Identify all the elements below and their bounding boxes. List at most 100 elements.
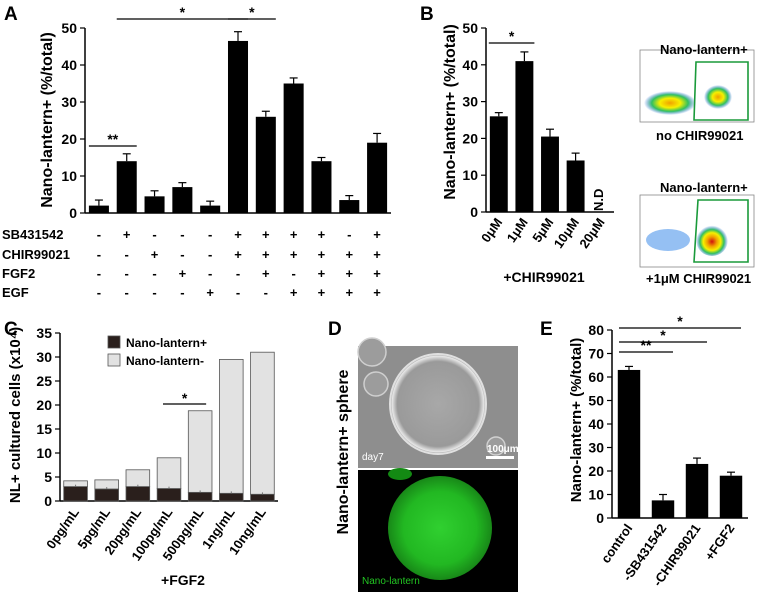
- panel-a-condition-sign: +: [262, 247, 270, 262]
- panel-a-condition-sign: -: [236, 285, 240, 300]
- panel-a-condition-sign: +: [262, 266, 270, 281]
- panel-e-bar: [719, 475, 743, 518]
- panel-letter-b: B: [420, 4, 434, 25]
- panel-c-bar-negative: [156, 457, 182, 489]
- panel-e-y-tick-label: 40: [588, 416, 604, 432]
- panel-e-y-tick-label: 60: [588, 369, 604, 385]
- panel-c-legend-label: Nano-lantern-: [126, 354, 204, 368]
- panel-a-condition-sign: +: [234, 247, 242, 262]
- panel-c-y-tick-label: 0: [44, 493, 52, 509]
- panel-a-condition-sign: -: [97, 247, 101, 262]
- panel-a-condition-sign: +: [318, 247, 326, 262]
- flow-plot-bottom: Nano-lantern+ +1μM CHIR99021: [639, 180, 755, 286]
- panel-c-chart: NL+ cultured cells (x10⁴) +FGF2 0 5 10 15 20…: [7, 325, 278, 588]
- panel-c-y-tick-label: 35: [36, 325, 52, 341]
- panel-b-y-tick-label: 40: [462, 57, 478, 73]
- panel-a-bar: [116, 161, 137, 213]
- scale-bar: [486, 456, 514, 459]
- panel-e-significance-label: *: [660, 327, 666, 343]
- panel-e-bar: [617, 369, 641, 518]
- panel-e-y-tick-label: 30: [588, 440, 604, 456]
- flow-top-caption: no CHIR99021: [656, 128, 743, 143]
- panel-c-y-tick-label: 10: [36, 445, 52, 461]
- flow-gate-bottom: [693, 199, 749, 263]
- panel-c-legend-swatch: [107, 353, 121, 367]
- panel-a-significance-label: **: [107, 131, 118, 147]
- panel-c-y-tick-label: 25: [36, 373, 52, 389]
- panel-a-condition-label: SB431542: [2, 227, 63, 242]
- panel-e-y-tick-label: 10: [588, 487, 604, 503]
- panel-c-bar-positive: [187, 491, 213, 502]
- panel-c-y-tick-label: 5: [44, 469, 52, 485]
- flow-bottom-caption: +1μM CHIR99021: [646, 271, 751, 286]
- panel-a-condition-sign: +: [123, 227, 131, 242]
- panel-letter-e: E: [540, 319, 553, 340]
- panel-a-condition-sign: -: [125, 266, 129, 281]
- panel-e-x-tick-label: +FGF2: [702, 521, 738, 563]
- panel-c-bar-negative: [187, 410, 213, 493]
- panel-letter-c: C: [4, 319, 18, 340]
- panel-c-y-tick-label: 30: [36, 349, 52, 365]
- panel-a-bar: [88, 205, 109, 213]
- panel-b-ylabel: Nano-lantern+ (%/total): [442, 24, 459, 200]
- panel-a-bar: [339, 200, 360, 213]
- panel-a-condition-label: CHIR99021: [2, 247, 70, 262]
- panel-a-condition-sign: -: [125, 285, 129, 300]
- panel-b-y-tick-label: 30: [462, 94, 478, 110]
- panel-a-condition-sign: -: [125, 247, 129, 262]
- scale-bar-label: 100μm: [487, 444, 519, 455]
- panel-e-ylabel: Nano-lantern+ (%/total): [568, 338, 585, 503]
- panel-b-x-tick-label: 1μM: [504, 215, 531, 245]
- panel-c-bar-positive: [219, 492, 244, 502]
- panel-b-y-tick-label: 10: [462, 167, 478, 183]
- panel-b-y-tick-label: 20: [462, 130, 478, 146]
- panel-a-condition-sign: -: [180, 285, 184, 300]
- panel-a-bar: [367, 142, 388, 213]
- panel-a-condition-sign: +: [373, 247, 381, 262]
- panel-a-bar: [172, 187, 193, 213]
- panel-c-bar-positive: [250, 493, 275, 502]
- panel-a-condition-sign: +: [373, 227, 381, 242]
- panel-a-condition-sign: +: [290, 285, 298, 300]
- panel-b-x-tick-label: 10μM: [551, 215, 582, 251]
- panel-a-bar: [255, 116, 276, 213]
- panel-c-bar-positive: [125, 486, 151, 502]
- panel-a-ylabel: Nano-lantern+ (%/total): [39, 32, 56, 208]
- panel-a-condition-sign: -: [347, 227, 351, 242]
- panel-b-significance-label: *: [509, 28, 515, 44]
- panel-a-condition-sign: -: [97, 266, 101, 281]
- panel-b-y-tick-label: 0: [470, 204, 478, 220]
- panel-letter-d: D: [328, 319, 342, 340]
- panel-e-y-tick-label: 50: [588, 393, 604, 409]
- panel-b-nd-label: N.D: [591, 189, 606, 211]
- panel-a-condition-sign: +: [345, 247, 353, 262]
- panel-b-xlabel: +CHIR99021: [503, 269, 585, 285]
- panel-c-bar-positive: [94, 488, 119, 502]
- panel-e-chart: Nano-lantern+ (%/total) 0 10 20 30 40 50 60 70 8…: [568, 313, 748, 589]
- panel-a-y-tick-label: 40: [61, 57, 77, 73]
- panel-a-condition-sign: +: [151, 247, 159, 262]
- panel-a-y-tick-label: 30: [61, 94, 77, 110]
- panel-e-bar: [685, 463, 709, 518]
- panel-e-y-tick-label: 0: [596, 510, 604, 526]
- panel-b-x-tick-label: 20μM: [576, 215, 607, 251]
- panel-a-condition-sign: -: [97, 227, 101, 242]
- panel-d-images: Nano-lantern+ sphere day7 100μm Nano-lan…: [335, 337, 519, 592]
- panel-a-condition-sign: -: [208, 247, 212, 262]
- panel-a-conditions: SB431542 - + - - - + + + + - + CHIR99021 - - + - - + + + + + + F…: [2, 227, 381, 300]
- panel-letter-a: A: [4, 4, 18, 25]
- panel-e-significance-label: *: [677, 313, 683, 329]
- panel-e-y-tick-label: 80: [588, 322, 604, 338]
- panel-a-bar: [311, 161, 332, 213]
- panel-e-y-tick-label: 20: [588, 463, 604, 479]
- panel-a-condition-sign: +: [234, 227, 242, 242]
- panel-c-legend-swatch: [107, 335, 121, 349]
- panel-a-condition-sign: +: [262, 227, 270, 242]
- day-label: day7: [362, 452, 384, 463]
- panel-b-chart: Nano-lantern+ (%/total) N.D +CHIR99021 0…: [442, 20, 614, 285]
- panel-a-condition-sign: -: [208, 266, 212, 281]
- panel-c-bar-positive: [63, 486, 88, 502]
- panel-a-bar: [227, 40, 249, 214]
